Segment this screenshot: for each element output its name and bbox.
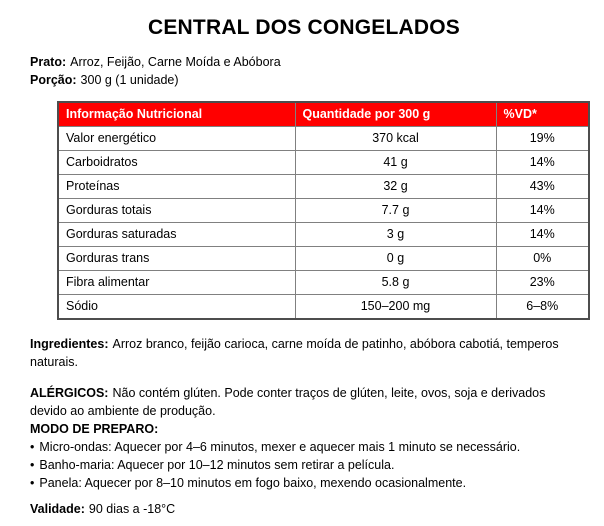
nutrient-vd-cell: 14% xyxy=(495,150,590,175)
nutrient-name-cell: Gorduras trans xyxy=(57,246,296,271)
nutrient-qty-cell: 150–200 mg xyxy=(294,294,497,320)
allergens-label: ALÉRGICOS: xyxy=(30,386,109,400)
nutrient-name-cell: Fibra alimentar xyxy=(57,270,296,295)
nutrient-qty-cell: 370 kcal xyxy=(294,126,497,151)
ingredients-label: Ingredientes: xyxy=(30,337,109,351)
nutrient-qty-cell: 0 g xyxy=(294,246,497,271)
table-row: Proteínas 32 g 43% xyxy=(57,174,590,199)
ingredients-paragraph: Ingredientes: Arroz branco, feijão carioc… xyxy=(30,335,578,371)
header-cell-info: Informação Nutricional xyxy=(57,101,296,127)
header-cell-vd: %VD* xyxy=(495,101,590,127)
allergens-paragraph: ALÉRGICOS: Não contém glúten. Pode conter… xyxy=(30,384,578,420)
nutrient-name-cell: Carboidratos xyxy=(57,150,296,175)
nutrition-table: Informação Nutricional Quantidade por 30… xyxy=(57,101,590,320)
table-row: Gorduras saturadas 3 g 14% xyxy=(57,222,590,247)
allergens-text: Não contém glúten. Pode conter traços de… xyxy=(30,386,546,418)
preparation-item-text: Micro-ondas: Aquecer por 4–6 minutos, me… xyxy=(39,440,521,454)
bullet-icon: • xyxy=(30,440,35,454)
bullet-icon: • xyxy=(30,458,35,472)
validity-line: Validade: 90 dias a -18°C xyxy=(30,500,578,518)
table-row: Carboidratos 41 g 14% xyxy=(57,150,590,175)
preparation-item: • Banho-maria: Aquecer por 10–12 minutos … xyxy=(30,456,578,474)
table-row: Fibra alimentar 5.8 g 23% xyxy=(57,270,590,295)
preparation-item-text: Banho-maria: Aquecer por 10–12 minutos s… xyxy=(39,458,395,472)
nutrient-name-cell: Gorduras totais xyxy=(57,198,296,223)
portion-line: Porção: 300 g (1 unidade) xyxy=(30,71,578,89)
table-header-row: Informação Nutricional Quantidade por 30… xyxy=(57,101,590,127)
nutrient-qty-cell: 7.7 g xyxy=(294,198,497,223)
nutrient-vd-cell: 19% xyxy=(495,126,590,151)
nutrient-vd-cell: 14% xyxy=(495,222,590,247)
nutrient-qty-cell: 41 g xyxy=(294,150,497,175)
nutrient-vd-cell: 14% xyxy=(495,198,590,223)
dish-label: Prato: xyxy=(30,55,67,69)
bullet-icon: • xyxy=(30,476,35,490)
nutrient-name-cell: Valor energético xyxy=(57,126,296,151)
nutrient-name-cell: Proteínas xyxy=(57,174,296,199)
ingredients-text: Arroz branco, feijão carioca, carne moíd… xyxy=(30,337,559,369)
nutrient-qty-cell: 5.8 g xyxy=(294,270,497,295)
header-cell-quantity: Quantidade por 300 g xyxy=(294,101,497,127)
preparation-item-text: Panela: Aquecer por 8–10 minutos em fogo… xyxy=(39,476,467,490)
nutrient-qty-cell: 32 g xyxy=(294,174,497,199)
table-row: Valor energético 370 kcal 19% xyxy=(57,126,590,151)
nutrient-name-cell: Sódio xyxy=(57,294,296,320)
portion-value: 300 g (1 unidade) xyxy=(80,73,179,87)
preparation-list: • Micro-ondas: Aquecer por 4–6 minutos, m… xyxy=(30,438,578,492)
table-row: Gorduras trans 0 g 0% xyxy=(57,246,590,271)
validity-label: Validade: xyxy=(30,502,85,516)
nutrient-qty-cell: 3 g xyxy=(294,222,497,247)
preparation-item: • Micro-ondas: Aquecer por 4–6 minutos, m… xyxy=(30,438,578,456)
dish-value: Arroz, Feijão, Carne Moída e Abóbora xyxy=(70,55,281,69)
nutrient-vd-cell: 0% xyxy=(495,246,590,271)
nutrient-vd-cell: 23% xyxy=(495,270,590,295)
table-row: Gorduras totais 7.7 g 14% xyxy=(57,198,590,223)
page-title: CENTRAL DOS CONGELADOS xyxy=(147,16,461,39)
preparation-item: • Panela: Aquecer por 8–10 minutos em fog… xyxy=(30,474,578,492)
table-row: Sódio 150–200 mg 6–8% xyxy=(57,294,590,320)
dish-line: Prato: Arroz, Feijão, Carne Moída e Abóbo… xyxy=(30,53,578,71)
nutrient-vd-cell: 6–8% xyxy=(495,294,590,320)
preparation-heading: MODO DE PREPARO: xyxy=(30,422,159,436)
portion-label: Porção: xyxy=(30,73,77,87)
validity-value: 90 dias a -18°C xyxy=(88,502,176,516)
nutrient-vd-cell: 43% xyxy=(495,174,590,199)
nutrient-name-cell: Gorduras saturadas xyxy=(57,222,296,247)
